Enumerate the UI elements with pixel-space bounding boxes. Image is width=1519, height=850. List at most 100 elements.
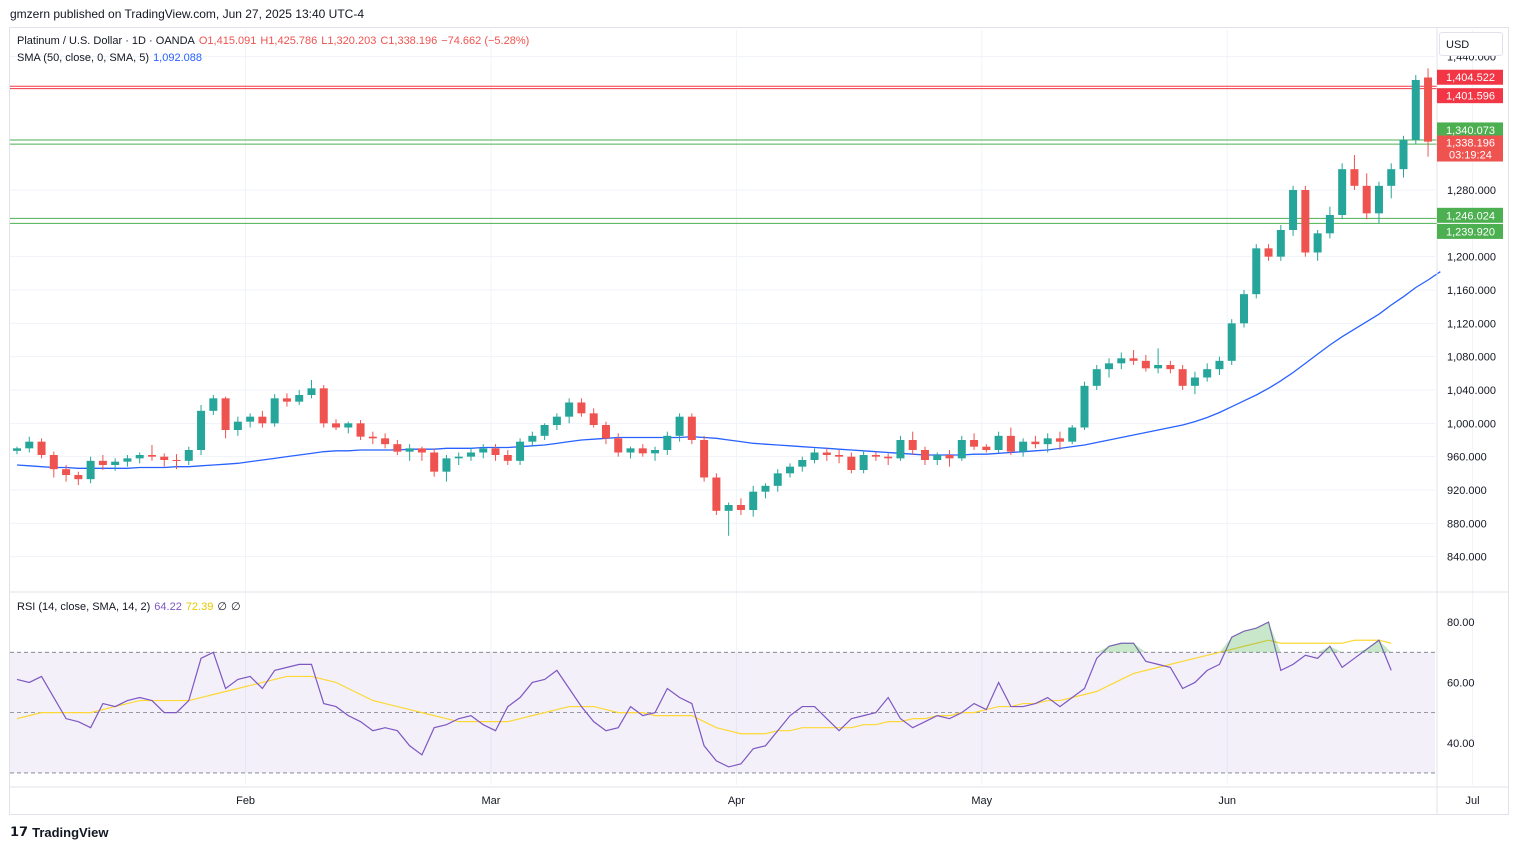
candle-body [1154, 365, 1163, 369]
candle [430, 448, 439, 477]
candle [209, 395, 218, 415]
candle [319, 385, 328, 428]
candle [651, 446, 660, 461]
candle [503, 450, 512, 465]
candle-body [246, 416, 255, 422]
candle-body [1338, 169, 1347, 215]
candle-body [884, 456, 893, 459]
candle [1043, 433, 1052, 453]
candle-body [920, 450, 929, 460]
candle [1252, 244, 1261, 299]
last-price-label: 1,338.196 [1446, 138, 1495, 150]
candle [871, 451, 880, 461]
candle-body [957, 440, 966, 459]
candle [1006, 427, 1015, 455]
time-tick-label: Jul [1466, 795, 1480, 807]
price-tick-label: 1,200.000 [1447, 252, 1496, 264]
candle [540, 423, 549, 440]
published-header: gmzern published on TradingView.com, Jun… [10, 7, 364, 21]
level-badge-label: 1,239.920 [1446, 226, 1495, 238]
candle [332, 419, 341, 430]
candle [49, 451, 58, 478]
candle [1227, 319, 1236, 365]
candle [516, 438, 525, 465]
candle-body [1325, 215, 1334, 234]
candle-body [454, 456, 463, 459]
candle-body [1264, 248, 1273, 257]
candle [1313, 230, 1322, 261]
candle-body [1190, 377, 1199, 386]
candle [1387, 163, 1396, 199]
candle [1178, 365, 1187, 390]
level-badge [1437, 69, 1503, 85]
price-tick-label: 840.000 [1447, 552, 1487, 564]
sma-label[interactable]: SMA (50, close, 0, SMA, 5) [17, 52, 150, 64]
candle-body [908, 440, 917, 450]
candle [344, 421, 353, 434]
close-value: C1,338.196 [380, 35, 438, 47]
candle-body [307, 388, 316, 395]
currency-selector[interactable]: USD [1439, 32, 1503, 56]
candle [994, 431, 1003, 453]
candle [123, 455, 132, 467]
candle [1190, 371, 1199, 395]
candle-body [491, 448, 500, 455]
candle-body [1080, 385, 1089, 428]
candle [945, 450, 954, 467]
candle [491, 444, 500, 461]
candle-body [540, 425, 549, 436]
countdown-label: 03:19:24 [1449, 150, 1492, 162]
candle-body [626, 448, 635, 453]
candle-body [1289, 190, 1298, 230]
candle [1031, 435, 1040, 449]
price-tick-label: 1,280.000 [1447, 185, 1496, 197]
level-badge [1437, 207, 1503, 223]
candle [859, 450, 868, 474]
candle [160, 453, 169, 467]
candle [1301, 185, 1310, 257]
candle [454, 452, 463, 465]
candle [1154, 348, 1163, 374]
candle-body [1411, 80, 1420, 140]
candle-body [135, 455, 144, 459]
price-tick-label: 880.000 [1447, 518, 1487, 530]
candle-body [1117, 358, 1126, 364]
candle-body [552, 416, 561, 425]
rsi-label[interactable]: RSI (14, close, SMA, 14, 2) [17, 601, 151, 613]
candle-body [258, 416, 267, 424]
candle [1117, 352, 1126, 370]
candle [700, 435, 709, 482]
candle-body [405, 448, 414, 452]
candle-body [1362, 185, 1371, 214]
rsi-tick-label: 60.00 [1447, 677, 1475, 689]
candle [589, 408, 598, 428]
candle [417, 446, 426, 461]
time-tick-label: Apr [728, 795, 745, 807]
candle-body [516, 441, 525, 461]
candle-body [319, 388, 328, 424]
candle [1105, 358, 1114, 378]
candle-body [638, 448, 647, 454]
level-badge-label: 1,340.073 [1446, 125, 1495, 137]
candle [1374, 181, 1383, 224]
candle [773, 469, 782, 492]
candle [246, 413, 255, 428]
candle [1350, 155, 1359, 190]
candle-body [810, 452, 819, 460]
grid-lines [10, 30, 1474, 785]
candle-body [1276, 230, 1285, 257]
candle [626, 446, 635, 459]
candle-body [1166, 365, 1175, 370]
candle [221, 396, 230, 439]
symbol-title[interactable]: Platinum / U.S. Dollar · 1D · OANDA [17, 35, 195, 47]
candle-body [651, 450, 660, 454]
candle-body [822, 452, 831, 455]
candle [786, 463, 795, 478]
candle-body [209, 398, 218, 411]
candle-body [1374, 185, 1383, 214]
candle [295, 390, 304, 405]
price-tick-label: 960.000 [1447, 452, 1487, 464]
rsi-ma-series [16, 639, 1392, 735]
candle [1411, 75, 1420, 145]
